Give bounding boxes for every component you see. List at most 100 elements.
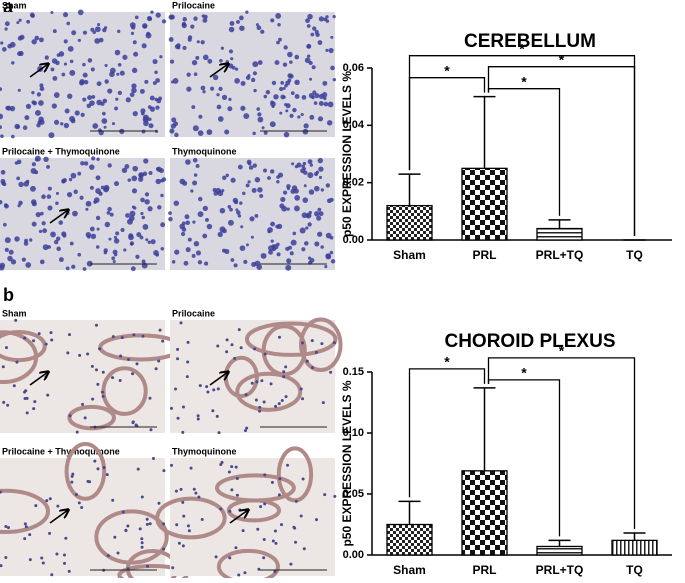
cell bbox=[303, 123, 309, 129]
cell bbox=[280, 81, 284, 85]
arrow bbox=[49, 510, 68, 524]
nucleus bbox=[1, 365, 5, 369]
cell bbox=[114, 49, 121, 56]
cell bbox=[227, 205, 232, 209]
cell bbox=[131, 87, 137, 94]
cell bbox=[106, 211, 111, 215]
cell bbox=[228, 97, 232, 102]
cell bbox=[279, 86, 284, 92]
cell bbox=[39, 259, 45, 265]
cell bbox=[58, 220, 63, 225]
cell bbox=[135, 254, 140, 259]
nucleus bbox=[175, 523, 179, 527]
cell bbox=[234, 67, 239, 71]
nucleus bbox=[126, 357, 130, 361]
cell bbox=[147, 206, 153, 212]
y-tick-label: 0.06 bbox=[343, 62, 364, 74]
significance-bracket bbox=[408, 55, 636, 236]
cell bbox=[69, 241, 74, 246]
nucleus bbox=[262, 400, 266, 404]
cell bbox=[69, 59, 74, 64]
nucleus bbox=[176, 357, 180, 361]
nucleus bbox=[329, 370, 333, 374]
nucleus bbox=[263, 473, 267, 477]
cell bbox=[14, 123, 20, 130]
nucleus bbox=[32, 339, 36, 343]
image-caption: Thymoquinone bbox=[172, 446, 237, 456]
nucleus bbox=[314, 518, 318, 522]
tissue bbox=[276, 446, 314, 503]
cell bbox=[141, 129, 146, 134]
cell bbox=[107, 206, 112, 212]
nucleus bbox=[225, 338, 229, 342]
cell bbox=[318, 16, 324, 22]
nucleus bbox=[131, 421, 135, 425]
nucleus bbox=[181, 500, 185, 504]
nucleus bbox=[132, 333, 136, 337]
nucleus bbox=[154, 367, 158, 371]
cell bbox=[47, 205, 53, 211]
nucleus bbox=[25, 411, 29, 415]
cell bbox=[320, 188, 324, 192]
cell bbox=[55, 201, 59, 206]
nucleus bbox=[196, 417, 200, 421]
nucleus bbox=[177, 541, 181, 545]
cell bbox=[228, 49, 234, 54]
cell bbox=[82, 30, 88, 35]
significance-bracket bbox=[487, 66, 636, 236]
nucleus bbox=[181, 430, 185, 434]
x-tick-label: Sham bbox=[393, 563, 426, 577]
cell bbox=[307, 13, 313, 20]
micrograph bbox=[0, 318, 184, 434]
arrow bbox=[209, 64, 228, 78]
cell bbox=[148, 123, 154, 129]
cell bbox=[113, 238, 120, 244]
cell bbox=[280, 196, 286, 203]
cell bbox=[29, 238, 33, 242]
cell bbox=[185, 220, 191, 226]
nucleus bbox=[215, 414, 219, 418]
cell bbox=[292, 107, 297, 113]
nucleus bbox=[50, 573, 54, 577]
cell bbox=[227, 106, 233, 112]
cell bbox=[230, 258, 235, 262]
nucleus bbox=[32, 407, 36, 411]
nucleus bbox=[2, 400, 6, 404]
cell bbox=[14, 236, 20, 242]
cell bbox=[240, 81, 246, 86]
nucleus bbox=[135, 362, 139, 366]
cell bbox=[190, 24, 195, 29]
cell bbox=[308, 189, 315, 195]
cell bbox=[309, 77, 313, 81]
cell bbox=[215, 187, 222, 194]
bar bbox=[386, 204, 433, 241]
nucleus bbox=[169, 406, 173, 410]
cell bbox=[160, 193, 164, 198]
cell bbox=[329, 250, 334, 255]
cell bbox=[285, 109, 289, 113]
cell bbox=[53, 92, 60, 98]
nucleus bbox=[235, 493, 239, 497]
cell bbox=[34, 35, 40, 41]
cell bbox=[192, 157, 198, 163]
nucleus bbox=[6, 526, 10, 530]
significance-label: * bbox=[559, 51, 565, 67]
cell bbox=[314, 211, 320, 217]
cell bbox=[283, 131, 290, 138]
cell bbox=[168, 211, 172, 215]
cell bbox=[257, 116, 264, 123]
cell bbox=[290, 188, 296, 194]
cell bbox=[2, 222, 7, 227]
cell bbox=[210, 86, 215, 91]
cell bbox=[92, 123, 99, 129]
nucleus bbox=[245, 426, 249, 430]
cell bbox=[325, 253, 331, 259]
cell bbox=[70, 172, 77, 179]
cell bbox=[149, 106, 156, 112]
nucleus bbox=[83, 416, 87, 420]
nucleus bbox=[162, 522, 166, 526]
cell bbox=[277, 23, 281, 27]
cell bbox=[229, 207, 233, 212]
nucleus bbox=[140, 541, 144, 545]
nucleus bbox=[200, 517, 204, 521]
